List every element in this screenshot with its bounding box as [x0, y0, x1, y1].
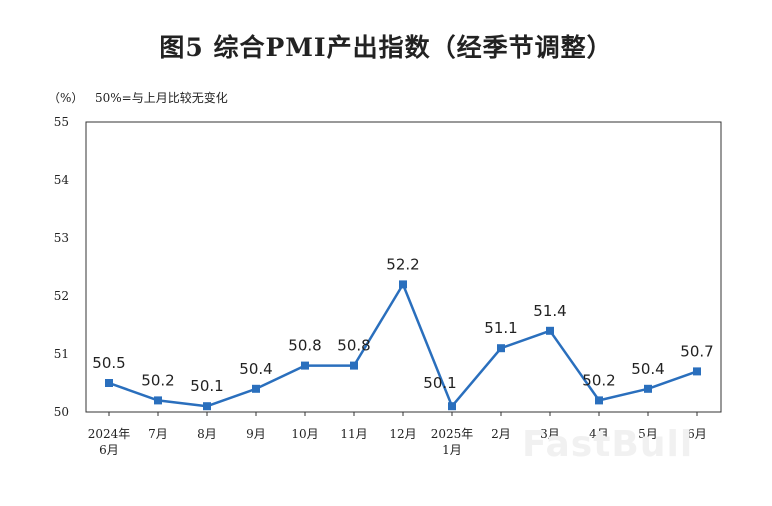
- y-tick-label: 51: [54, 347, 69, 361]
- data-point: [546, 326, 554, 335]
- watermark: FastBull: [522, 424, 694, 465]
- data-point: [252, 384, 260, 393]
- data-point: [595, 396, 603, 405]
- x-tick-label: 9月: [246, 427, 266, 441]
- data-point: [301, 361, 309, 370]
- y-tick-label: 50: [54, 405, 69, 419]
- data-label: 52.2: [386, 255, 419, 273]
- data-label: 50.2: [582, 371, 615, 389]
- data-label: 50.4: [631, 360, 664, 378]
- data-label: 50.8: [337, 337, 370, 355]
- data-point: [497, 344, 505, 353]
- data-point: [154, 396, 162, 405]
- data-label: 50.7: [680, 342, 713, 360]
- x-tick-label: 3月: [540, 427, 560, 441]
- chart-note: 50%=与上月比较无变化: [95, 91, 228, 105]
- x-tick-label: 2月: [491, 427, 511, 441]
- data-label: 50.1: [423, 374, 456, 392]
- y-tick-label: 54: [54, 173, 70, 187]
- y-tick-label: 52: [54, 289, 69, 303]
- x-tick-label: 12月: [389, 427, 416, 441]
- data-label: 50.5: [92, 354, 125, 372]
- data-point: [203, 402, 211, 411]
- y-tick-label: 53: [54, 231, 69, 245]
- data-point: [399, 280, 407, 289]
- x-tick-label: 11月: [340, 427, 367, 441]
- y-tick-label: 55: [54, 115, 69, 129]
- data-label: 50.1: [190, 377, 223, 395]
- x-tick-label: 2024年 6月: [88, 427, 131, 457]
- data-label: 50.8: [288, 337, 321, 355]
- x-tick-label: 7月: [148, 427, 168, 441]
- x-tick-label: 5月: [638, 427, 658, 441]
- data-label: 51.4: [533, 302, 566, 320]
- x-tick-label: 4月: [589, 427, 609, 441]
- x-tick-label: 6月: [687, 427, 707, 441]
- data-point: [350, 361, 358, 370]
- x-tick-label: 2025年 1月: [431, 427, 474, 457]
- x-tick-label: 8月: [197, 427, 217, 441]
- data-point: [644, 384, 652, 393]
- x-tick-label: 10月: [291, 427, 318, 441]
- data-point: [693, 367, 701, 376]
- data-point: [105, 379, 113, 387]
- y-axis-unit: （%）: [48, 91, 84, 105]
- data-label: 51.1: [484, 319, 517, 337]
- data-point: [448, 402, 456, 411]
- data-label: 50.4: [239, 360, 272, 378]
- data-label: 50.2: [141, 371, 174, 389]
- chart-title: 图5 综合PMI产出指数（经季节调整）: [159, 33, 613, 62]
